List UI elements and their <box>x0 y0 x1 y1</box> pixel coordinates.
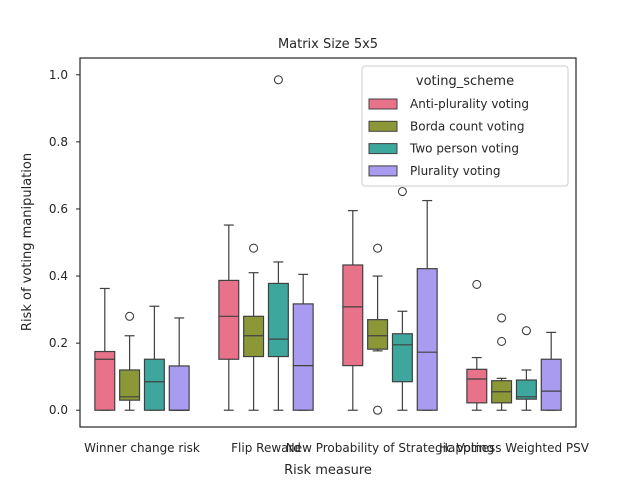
box-group <box>391 186 413 411</box>
outlier-point <box>125 311 135 321</box>
box-group <box>540 331 562 411</box>
box <box>515 379 537 400</box>
box <box>143 358 165 411</box>
box-group <box>466 279 488 411</box>
plot-frame <box>79 57 577 428</box>
box-group <box>515 326 537 411</box>
box-group <box>267 75 289 411</box>
outlier-point <box>397 186 407 197</box>
outlier-point <box>472 279 482 289</box>
outlier-point <box>497 336 507 347</box>
outlier-point <box>273 75 283 85</box>
legend: voting_scheme Anti-plurality voting Borda… <box>361 65 569 187</box>
y-tick-label: 1.0 <box>49 68 68 82</box>
legend-title: voting_scheme <box>416 74 514 89</box>
legend-swatch <box>368 120 398 132</box>
box-group <box>491 313 513 411</box>
x-tick-label: Winner change risk <box>84 441 200 455</box>
box <box>391 333 413 383</box>
outlier-point <box>373 405 383 415</box>
x-tick-label: New Probability of Strategic Voting <box>286 441 495 455</box>
x-axis-title: Risk measure <box>284 463 372 478</box>
outlier-point <box>497 313 507 323</box>
box-group <box>218 224 240 411</box>
legend-swatch <box>368 98 398 110</box>
box <box>119 369 141 401</box>
chart-title: Matrix Size 5x5 <box>278 37 378 52</box>
box-group <box>143 305 165 411</box>
legend-swatch <box>368 143 398 155</box>
x-tick-label: Flip Reward <box>231 441 301 455</box>
y-axis-title: Risk of voting manipulation <box>20 153 35 331</box>
y-axis-ticks: 0.0 0.2 0.4 0.6 0.8 1.0 <box>49 68 80 417</box>
legend-frame <box>361 65 569 187</box>
outlier-point <box>249 243 259 253</box>
y-tick-label: 0.2 <box>49 336 68 350</box>
outlier-point <box>521 326 531 336</box>
legend-label: Plurality voting <box>410 164 500 178</box>
outlier-point <box>373 243 383 253</box>
box-group <box>168 317 190 411</box>
y-tick-label: 0.4 <box>49 269 68 283</box>
box-group <box>243 243 265 411</box>
plot-area <box>94 75 562 415</box>
x-tick-label: Happiness Weighted PSV <box>439 441 590 455</box>
y-tick-label: 0.8 <box>49 135 68 149</box>
box-group <box>416 199 438 411</box>
box <box>416 268 438 411</box>
box-group <box>342 210 364 411</box>
legend-label: Two person voting <box>409 142 519 156</box>
box <box>342 264 364 367</box>
box <box>218 279 240 360</box>
box <box>292 303 314 411</box>
y-tick-label: 0.6 <box>49 202 68 216</box>
box <box>168 365 190 411</box>
box-group <box>119 311 141 411</box>
box-group <box>94 287 116 411</box>
legend-swatch <box>368 165 398 177</box>
box-group <box>292 273 314 411</box>
legend-label: Anti-plurality voting <box>410 97 529 111</box>
y-tick-label: 0.0 <box>49 403 68 417</box>
box <box>267 282 289 358</box>
box <box>466 368 488 404</box>
box <box>540 358 562 411</box>
legend-label: Borda count voting <box>410 119 524 133</box>
box <box>243 315 265 358</box>
box <box>94 350 116 411</box>
box <box>367 319 389 350</box>
box-group <box>367 243 389 415</box>
